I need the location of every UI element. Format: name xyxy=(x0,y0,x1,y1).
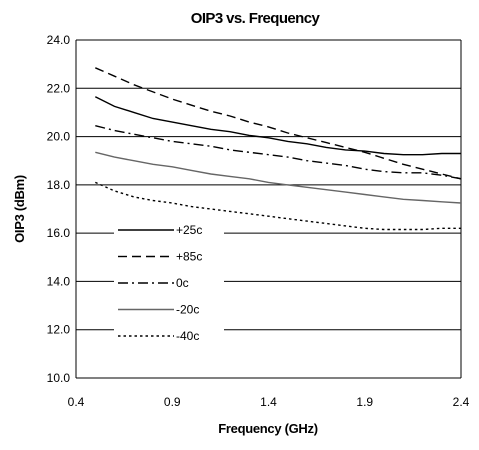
series-line--20c xyxy=(95,151,462,204)
series-line-+25c xyxy=(94,96,461,156)
plot-frame xyxy=(75,40,462,378)
chart-title: OIP3 vs. Frequency xyxy=(191,10,321,27)
y-tick-label: 20.0 xyxy=(47,130,71,144)
series-line--40c xyxy=(95,181,461,231)
x-tick-label: 0.4 xyxy=(68,395,85,409)
x-tick-label: 0.9 xyxy=(164,395,181,409)
legend-label-+85c: +85c xyxy=(176,250,202,264)
legend: +25c +85c 0c -20c -40c xyxy=(114,216,224,350)
series-layer xyxy=(94,67,462,231)
legend-background xyxy=(114,216,224,350)
series-line-0c xyxy=(95,125,462,180)
legend-label-+25c: +25c xyxy=(176,223,202,237)
x-tick-labels: 0.4 0.9 1.4 1.9 2.4 xyxy=(68,395,470,409)
x-tick-label: 1.9 xyxy=(356,395,373,409)
y-tick-label: 14.0 xyxy=(47,274,71,288)
y-tick-label: 16.0 xyxy=(47,226,71,240)
legend-label--40c: -40c xyxy=(176,329,199,343)
y-tick-label: 24.0 xyxy=(47,33,71,47)
x-tick-label: 1.4 xyxy=(260,395,277,409)
y-tick-label: 10.0 xyxy=(47,371,71,385)
y-tick-label: 18.0 xyxy=(47,178,71,192)
x-tick-label: 2.4 xyxy=(453,395,470,409)
y-tick-label: 22.0 xyxy=(47,81,71,95)
series-line-+85c xyxy=(95,67,462,180)
y-axis-label: OIP3 (dBm) xyxy=(12,175,27,243)
x-axis-label: Frequency (GHz) xyxy=(218,421,318,436)
legend-label--20c: -20c xyxy=(176,303,199,317)
y-tick-labels: 10.0 12.0 14.0 16.0 18.0 20.0 22.0 24.0 xyxy=(47,33,71,385)
legend-label-0c: 0c xyxy=(176,276,189,290)
y-tick-label: 12.0 xyxy=(47,323,71,337)
